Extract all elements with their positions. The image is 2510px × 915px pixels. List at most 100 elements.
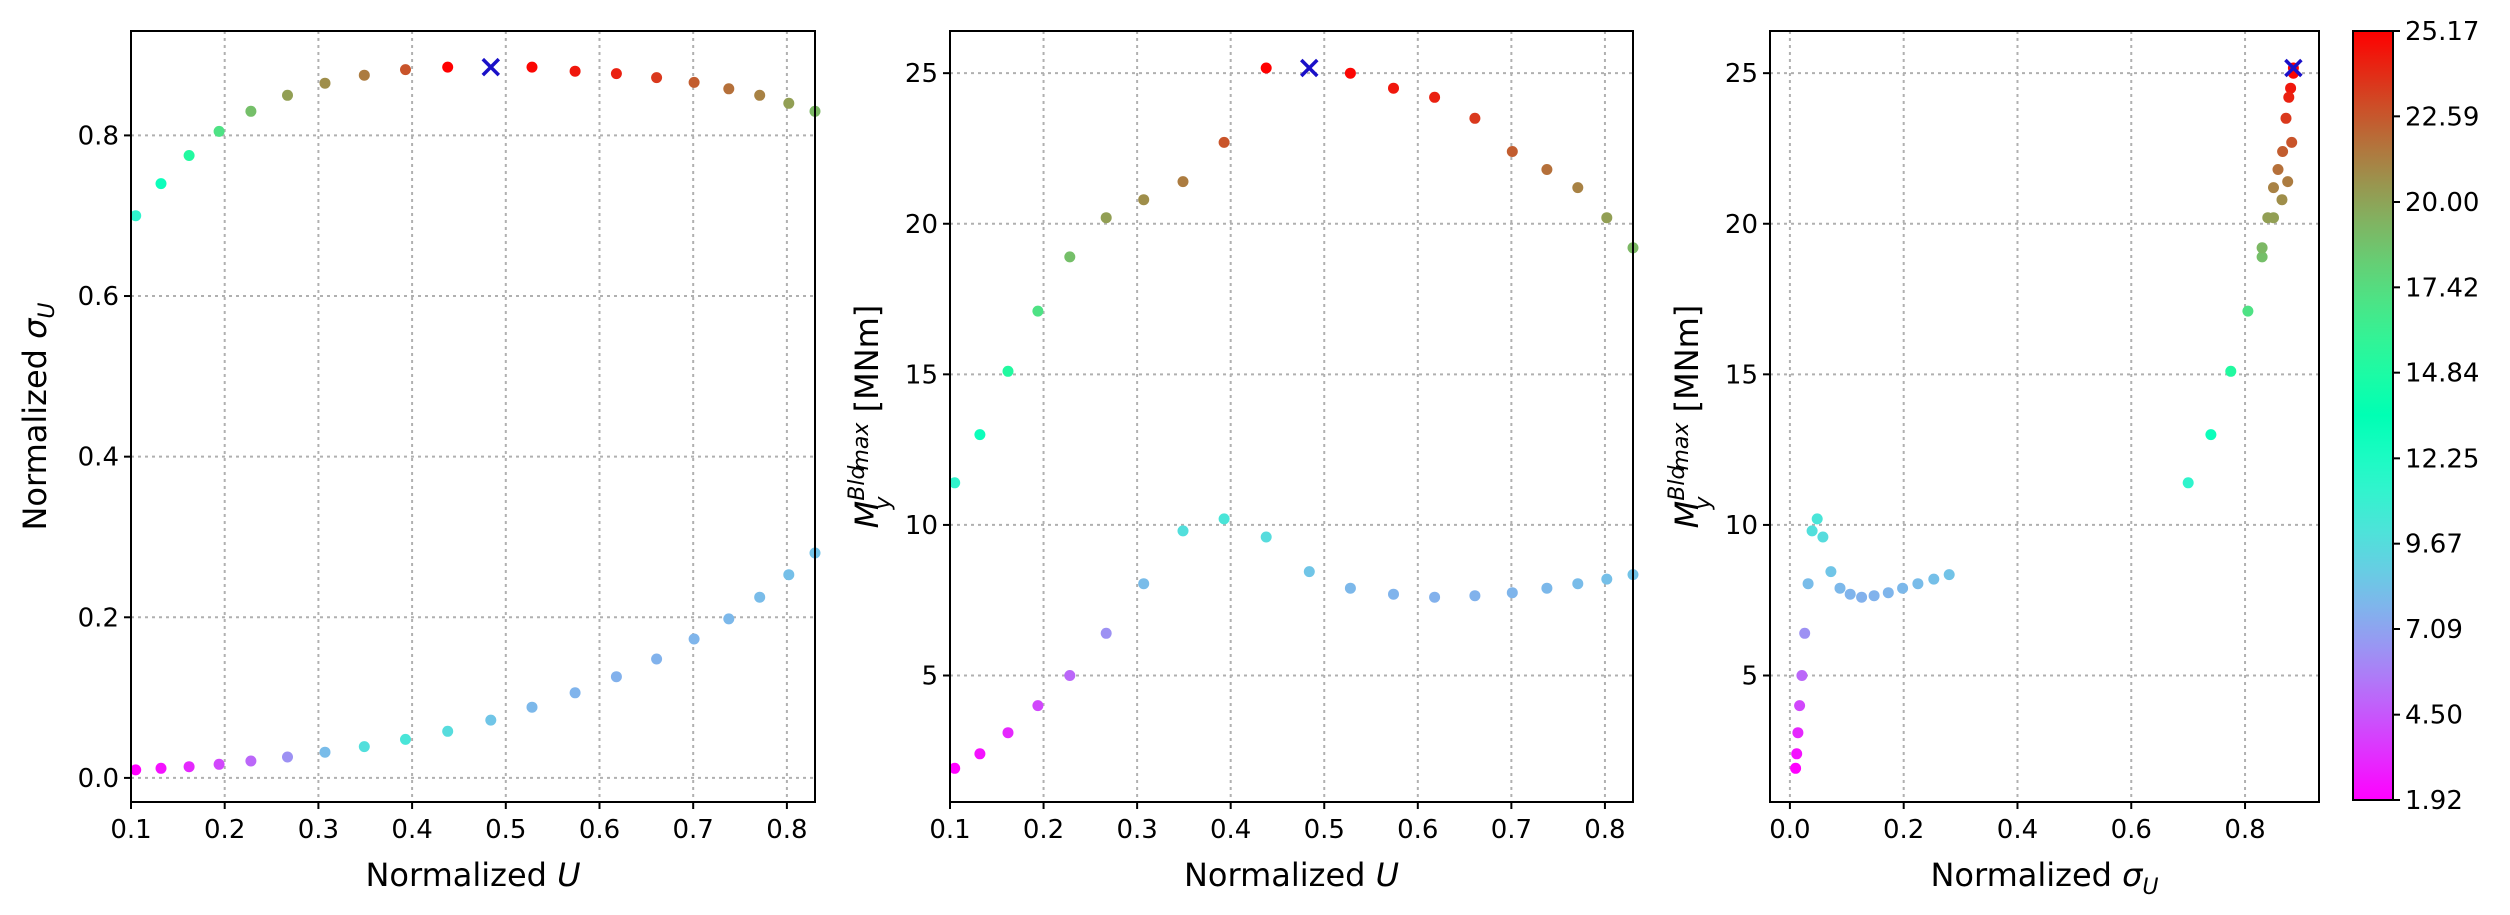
data-point (1002, 727, 1014, 739)
x-tick-label: 0.2 (204, 815, 245, 845)
data-point (2242, 305, 2254, 317)
y-axis-label-sub: U (35, 302, 60, 318)
y-axis-label-symbol: M (1668, 501, 1706, 529)
data-point (2283, 91, 2295, 103)
x-axis-label-text: Normalized (1930, 856, 2122, 894)
colorbar-tick-label: 14.84 (2405, 359, 2479, 389)
y-tick-label: 0.4 (78, 443, 119, 473)
x-tick-label: 0.4 (391, 815, 432, 845)
data-point (1303, 566, 1315, 578)
y-tick-label: 0.6 (78, 282, 119, 312)
data-point (1943, 569, 1955, 581)
x-tick-label: 0.6 (2111, 815, 2152, 845)
data-point (245, 755, 257, 767)
colorbar-gradient (2353, 31, 2393, 800)
data-point (1806, 525, 1818, 537)
x-tick-label: 0.8 (2224, 815, 2265, 845)
data-point (1260, 62, 1272, 74)
data-point (183, 150, 195, 161)
data-point (1799, 627, 1811, 639)
data-point (2182, 477, 2194, 489)
colorbar-tick-label: 17.42 (2405, 273, 2479, 303)
data-point (1429, 91, 1441, 103)
data-point (1344, 582, 1356, 594)
data-point (2262, 212, 2274, 224)
data-point (213, 758, 225, 770)
data-point (610, 68, 622, 80)
data-point (949, 477, 961, 489)
data-point (130, 764, 142, 776)
x-axis-label-symbol: σ (2122, 856, 2144, 894)
data-point (1177, 176, 1189, 188)
data-point (2205, 429, 2217, 441)
x-tick-label: 0.7 (673, 815, 714, 845)
optimum-marker (1300, 58, 1319, 78)
y-tick-label: 10 (905, 511, 938, 541)
data-point (1506, 587, 1518, 599)
data-point (783, 569, 795, 581)
data-point (1506, 146, 1518, 157)
y-axis-label-unit: [MNm] (848, 305, 886, 423)
data-point (1429, 591, 1441, 603)
data-point (1032, 305, 1044, 317)
y-axis-label-text: Normalized (16, 339, 54, 531)
data-point (2285, 82, 2297, 94)
y-tick-label: 20 (905, 210, 938, 240)
data-point (130, 210, 142, 222)
y-axis-label: MBldy max [MNm] (1665, 305, 1716, 529)
colorbar-tick-label: 1.92 (2405, 786, 2463, 816)
y-axis-label: MBldy max [MNm] (845, 305, 896, 529)
data-point (1792, 727, 1804, 739)
data-point (783, 97, 795, 109)
data-point (651, 72, 663, 84)
data-point (1100, 212, 1112, 224)
data-point (1469, 112, 1481, 124)
y-tick-label: 5 (1741, 662, 1758, 692)
data-point (688, 76, 700, 88)
data-point (949, 762, 961, 774)
axes-frame (949, 30, 1634, 803)
data-point (1100, 627, 1112, 639)
data-point (723, 83, 735, 95)
data-point (974, 748, 986, 760)
x-axis-label-sub: U (2142, 875, 2158, 900)
data-point (245, 105, 257, 117)
colorbar-tick-label: 7.09 (2405, 615, 2463, 645)
data-point (1791, 748, 1803, 760)
data-point (358, 69, 370, 81)
data-point (2225, 365, 2237, 377)
data-point (1844, 588, 1856, 600)
y-tick-label: 25 (905, 59, 938, 89)
x-tick-label: 0.4 (1210, 815, 1251, 845)
data-point (1138, 194, 1150, 206)
x-tick-label: 0.1 (929, 815, 970, 845)
data-point (1388, 588, 1399, 600)
x-tick-label: 0.8 (1584, 815, 1625, 845)
data-point (282, 89, 293, 101)
y-axis-label: Normalized σU (16, 302, 60, 530)
y-axis-label-sup: Bld (845, 464, 870, 500)
data-point (155, 762, 167, 774)
x-tick-label: 0.4 (1997, 815, 2038, 845)
data-point (1811, 513, 1823, 525)
data-point (1817, 531, 1829, 543)
data-point (526, 701, 538, 713)
data-point (1601, 212, 1613, 224)
data-point (2280, 112, 2292, 124)
x-axis-label: Normalized σU (1930, 856, 2158, 900)
data-point (485, 714, 497, 726)
x-tick-label: 0.1 (110, 815, 151, 845)
colorbar-tick-label: 22.59 (2405, 102, 2479, 132)
data-point (1344, 67, 1356, 79)
data-point (400, 733, 411, 745)
data-point (2256, 242, 2268, 254)
y-tick-label: 0.8 (78, 121, 119, 151)
data-point (1796, 670, 1808, 681)
data-point (442, 725, 454, 737)
data-point (1260, 531, 1272, 543)
data-point (1856, 591, 1868, 603)
colorbar-tick-label: 12.25 (2405, 444, 2479, 474)
data-point (1794, 700, 1806, 712)
data-point (2282, 176, 2294, 188)
data-point (1601, 573, 1613, 585)
